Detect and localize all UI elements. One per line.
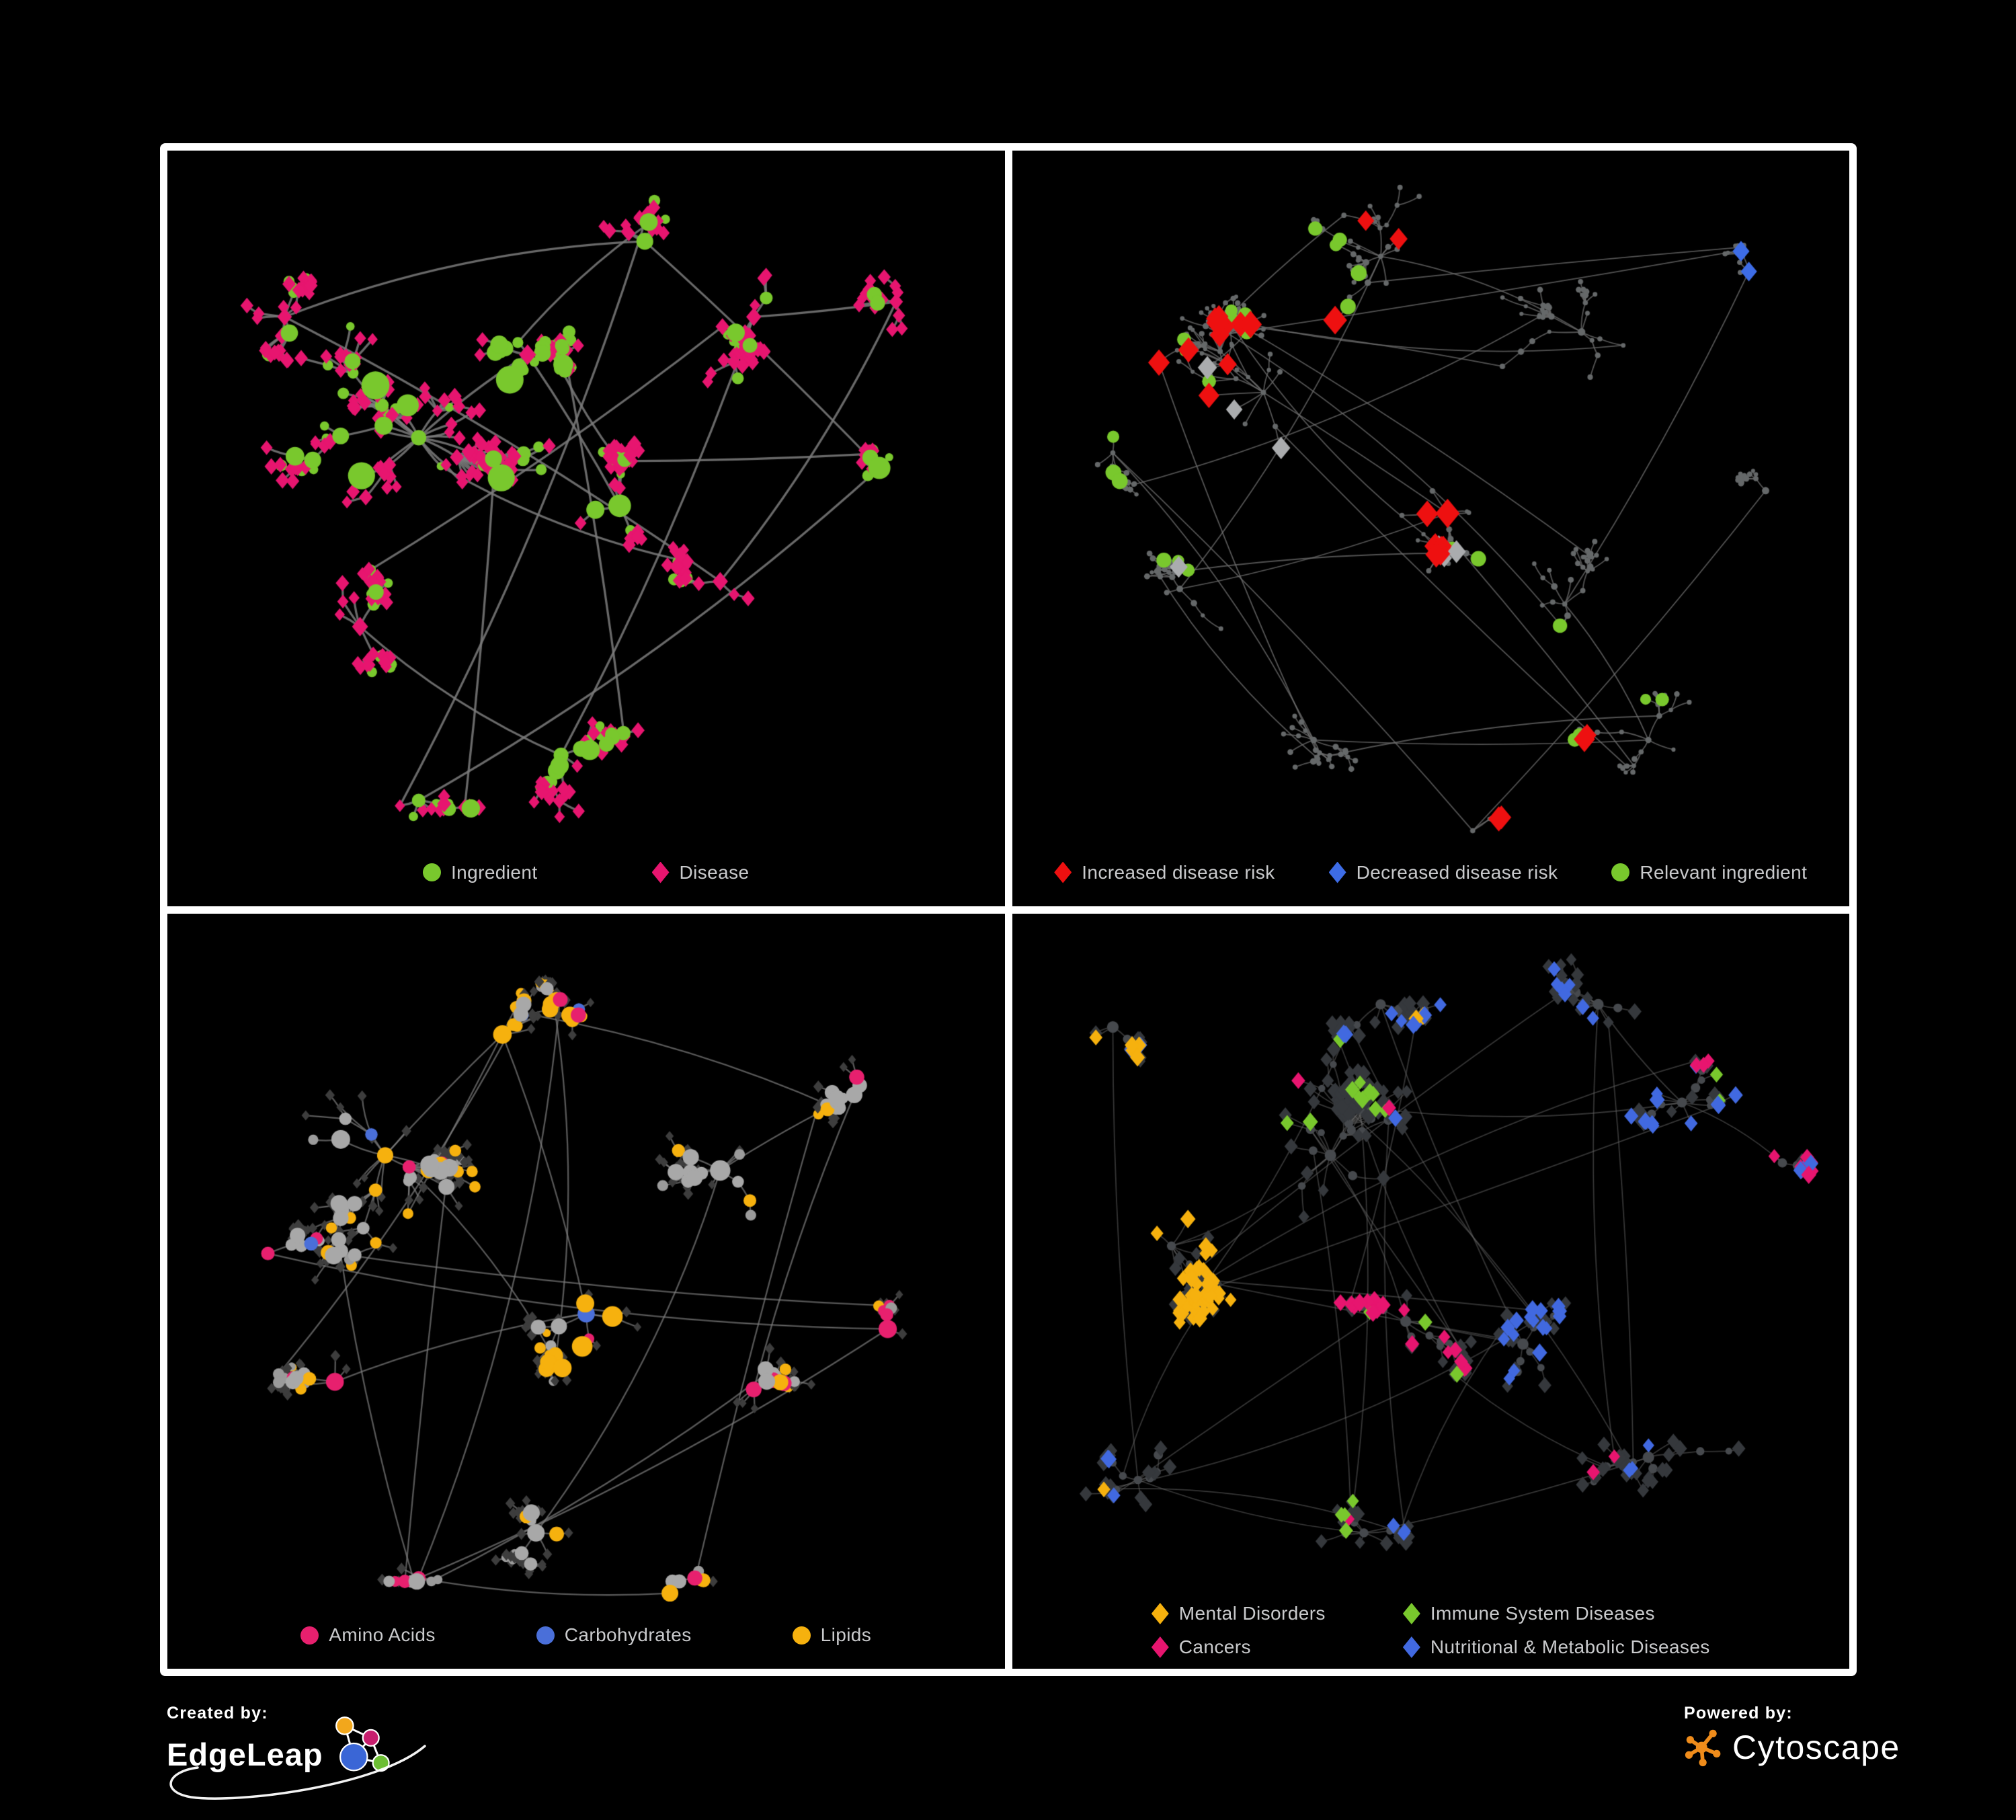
circle-marker-icon bbox=[300, 1626, 319, 1645]
legend-item: Mental Disorders bbox=[1151, 1603, 1326, 1624]
legend-item: Cancers bbox=[1151, 1636, 1326, 1658]
panels-grid: Ingredient Disease Increased disease risk… bbox=[160, 143, 1857, 1676]
legend-item: Amino Acids bbox=[300, 1624, 435, 1646]
created-by-block: Created by: EdgeLeap bbox=[167, 1704, 483, 1800]
legend-label: Disease bbox=[679, 861, 750, 883]
cytoscape-brand-row: Cytoscape bbox=[1684, 1726, 1980, 1769]
legend-label: Cancers bbox=[1178, 1636, 1251, 1657]
legend-item: Nutritional & Metabolic Diseases bbox=[1402, 1636, 1710, 1658]
panel-disease-classes: Mental Disorders Immune System Diseases Ca… bbox=[1012, 913, 1850, 1669]
diamond-marker-icon bbox=[1151, 1603, 1169, 1624]
legend-item: Increased disease risk bbox=[1054, 861, 1275, 883]
network-canvas bbox=[1012, 913, 1849, 1669]
circle-marker-icon bbox=[1611, 863, 1630, 881]
cytoscape-logo-icon bbox=[1685, 1729, 1721, 1767]
panel-ingredient-disease: Ingredient Disease bbox=[167, 151, 1005, 906]
network-canvas bbox=[167, 151, 1005, 906]
panel-legend: Amino Acids Carbohydrates Lipids bbox=[167, 1624, 1005, 1646]
legend-item: Carbohydrates bbox=[536, 1624, 692, 1646]
powered-by-label: Powered by: bbox=[1684, 1704, 1793, 1723]
legend-label: Amino Acids bbox=[329, 1624, 436, 1645]
edgeleap-logo-icon bbox=[335, 1716, 390, 1772]
legend-label: Mental Disorders bbox=[1178, 1603, 1326, 1624]
legend-label: Decreased disease risk bbox=[1356, 861, 1558, 883]
circle-marker-icon bbox=[422, 863, 441, 881]
legend-label: Increased disease risk bbox=[1082, 861, 1275, 883]
legend-item: Disease bbox=[651, 861, 750, 883]
cytoscape-wordmark: Cytoscape bbox=[1732, 1729, 1900, 1766]
legend-label: Nutritional & Metabolic Diseases bbox=[1430, 1636, 1710, 1657]
legend-item: Lipids bbox=[792, 1624, 872, 1646]
panel-legend: Ingredient Disease bbox=[167, 861, 1005, 883]
created-by-label: Created by: bbox=[167, 1704, 268, 1723]
legend-label: Carbohydrates bbox=[564, 1624, 692, 1645]
panel-legend: Increased disease risk Decreased disease … bbox=[1012, 861, 1850, 883]
panel-legend: Mental Disorders Immune System Diseases Ca… bbox=[1012, 1603, 1850, 1658]
legend-item: Ingredient bbox=[422, 861, 538, 883]
legend-label: Ingredient bbox=[450, 861, 538, 883]
diamond-marker-icon bbox=[1402, 1603, 1420, 1624]
diamond-marker-icon bbox=[1402, 1636, 1420, 1658]
panel-ingredient-classes: Amino Acids Carbohydrates Lipids bbox=[167, 913, 1005, 1669]
edgeleap-wordmark: EdgeLeap bbox=[167, 1736, 323, 1772]
legend-item: Decreased disease risk bbox=[1328, 861, 1558, 883]
circle-marker-icon bbox=[792, 1626, 811, 1645]
circle-marker-icon bbox=[536, 1626, 555, 1645]
diamond-marker-icon bbox=[1151, 1636, 1169, 1658]
diamond-marker-icon bbox=[651, 861, 670, 883]
edgeleap-brand-row: EdgeLeap bbox=[167, 1716, 483, 1800]
legend-item: Relevant ingredient bbox=[1611, 862, 1807, 883]
network-canvas bbox=[167, 913, 1005, 1669]
diamond-marker-icon bbox=[1054, 861, 1072, 883]
powered-by-block: Powered by: Cytosc bbox=[1684, 1704, 1980, 1769]
legend-label: Immune System Diseases bbox=[1430, 1603, 1655, 1624]
panel-disease-risk: Increased disease risk Decreased disease … bbox=[1012, 151, 1850, 906]
legend-label: Lipids bbox=[820, 1624, 872, 1645]
network-canvas bbox=[1012, 151, 1849, 906]
legend-item: Immune System Diseases bbox=[1402, 1603, 1710, 1624]
diamond-marker-icon bbox=[1328, 861, 1346, 883]
legend-label: Relevant ingredient bbox=[1640, 861, 1808, 883]
